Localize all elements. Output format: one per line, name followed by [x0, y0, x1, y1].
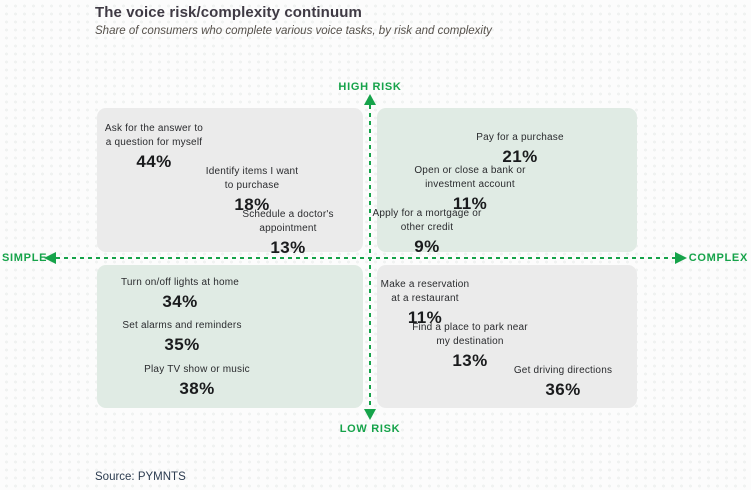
task-item: Identify items I want to purchase 18% — [206, 165, 299, 215]
task-label: Open or close a bank or investment accou… — [414, 165, 526, 190]
task-item: Ask for the answer to a question for mys… — [105, 122, 203, 172]
task-label: Identify items I want to purchase — [205, 166, 299, 191]
task-item: Play TV show or music 38% — [144, 363, 250, 399]
task-value: 21% — [502, 147, 538, 166]
task-value: 13% — [452, 351, 488, 370]
task-item: Set alarms and reminders 35% — [122, 319, 241, 355]
task-value: 44% — [136, 152, 172, 171]
task-label: Apply for a mortgage or other credit — [372, 208, 482, 233]
task-label: Schedule a doctor's appointment — [242, 209, 334, 234]
task-value: 13% — [270, 238, 306, 257]
arrow-right-icon — [675, 252, 687, 264]
task-label: Set alarms and reminders — [122, 320, 242, 331]
task-value: 38% — [179, 379, 215, 398]
task-item: Find a place to park near my destination… — [412, 321, 528, 371]
quadrant-high-risk-complex — [377, 108, 637, 252]
task-item: Pay for a purchase 21% — [476, 131, 564, 167]
arrow-up-icon — [364, 94, 376, 105]
task-value: 35% — [164, 335, 200, 354]
arrow-down-icon — [364, 409, 376, 420]
task-label: Ask for the answer to a question for mys… — [104, 123, 204, 148]
task-value: 34% — [162, 292, 198, 311]
task-item: Make a reservation at a restaurant 11% — [381, 278, 470, 328]
quadrant-low-risk-simple — [97, 265, 363, 408]
task-value: 36% — [545, 380, 581, 399]
task-value: 11% — [452, 194, 488, 213]
axis-label-low-risk: LOW RISK — [339, 423, 401, 435]
quadrant-high-risk-simple — [97, 108, 363, 252]
axis-label-complex: COMPLEX — [688, 252, 748, 264]
task-value: 18% — [234, 195, 270, 214]
source-attribution: Source: PYMNTS — [95, 471, 186, 483]
axis-label-simple: SIMPLE — [2, 252, 48, 264]
task-value: 9% — [414, 237, 440, 256]
task-label: Find a place to park near my destination — [412, 322, 528, 347]
task-label: Make a reservation at a restaurant — [380, 279, 470, 304]
task-label: Turn on/off lights at home — [120, 277, 240, 288]
chart-header: The voice risk/complexity continuum Shar… — [95, 4, 492, 37]
task-item: Apply for a mortgage or other credit 9% — [372, 207, 481, 257]
task-item: Schedule a doctor's appointment 13% — [242, 208, 333, 258]
task-label: Pay for a purchase — [476, 132, 564, 143]
task-label: Play TV show or music — [144, 364, 250, 375]
quadrant-low-risk-complex — [377, 265, 637, 408]
task-item: Open or close a bank or investment accou… — [414, 164, 525, 214]
axis-label-high-risk: HIGH RISK — [338, 81, 402, 93]
chart-title: The voice risk/complexity continuum — [95, 4, 362, 21]
task-item: Turn on/off lights at home 34% — [121, 276, 239, 312]
chart-subtitle: Share of consumers who complete various … — [95, 25, 492, 37]
arrow-left-icon — [44, 252, 56, 264]
complexity-axis-dashed-line — [56, 257, 675, 259]
task-item: Get driving directions 36% — [514, 364, 612, 400]
task-value: 11% — [407, 308, 443, 327]
task-label: Get driving directions — [513, 365, 613, 376]
